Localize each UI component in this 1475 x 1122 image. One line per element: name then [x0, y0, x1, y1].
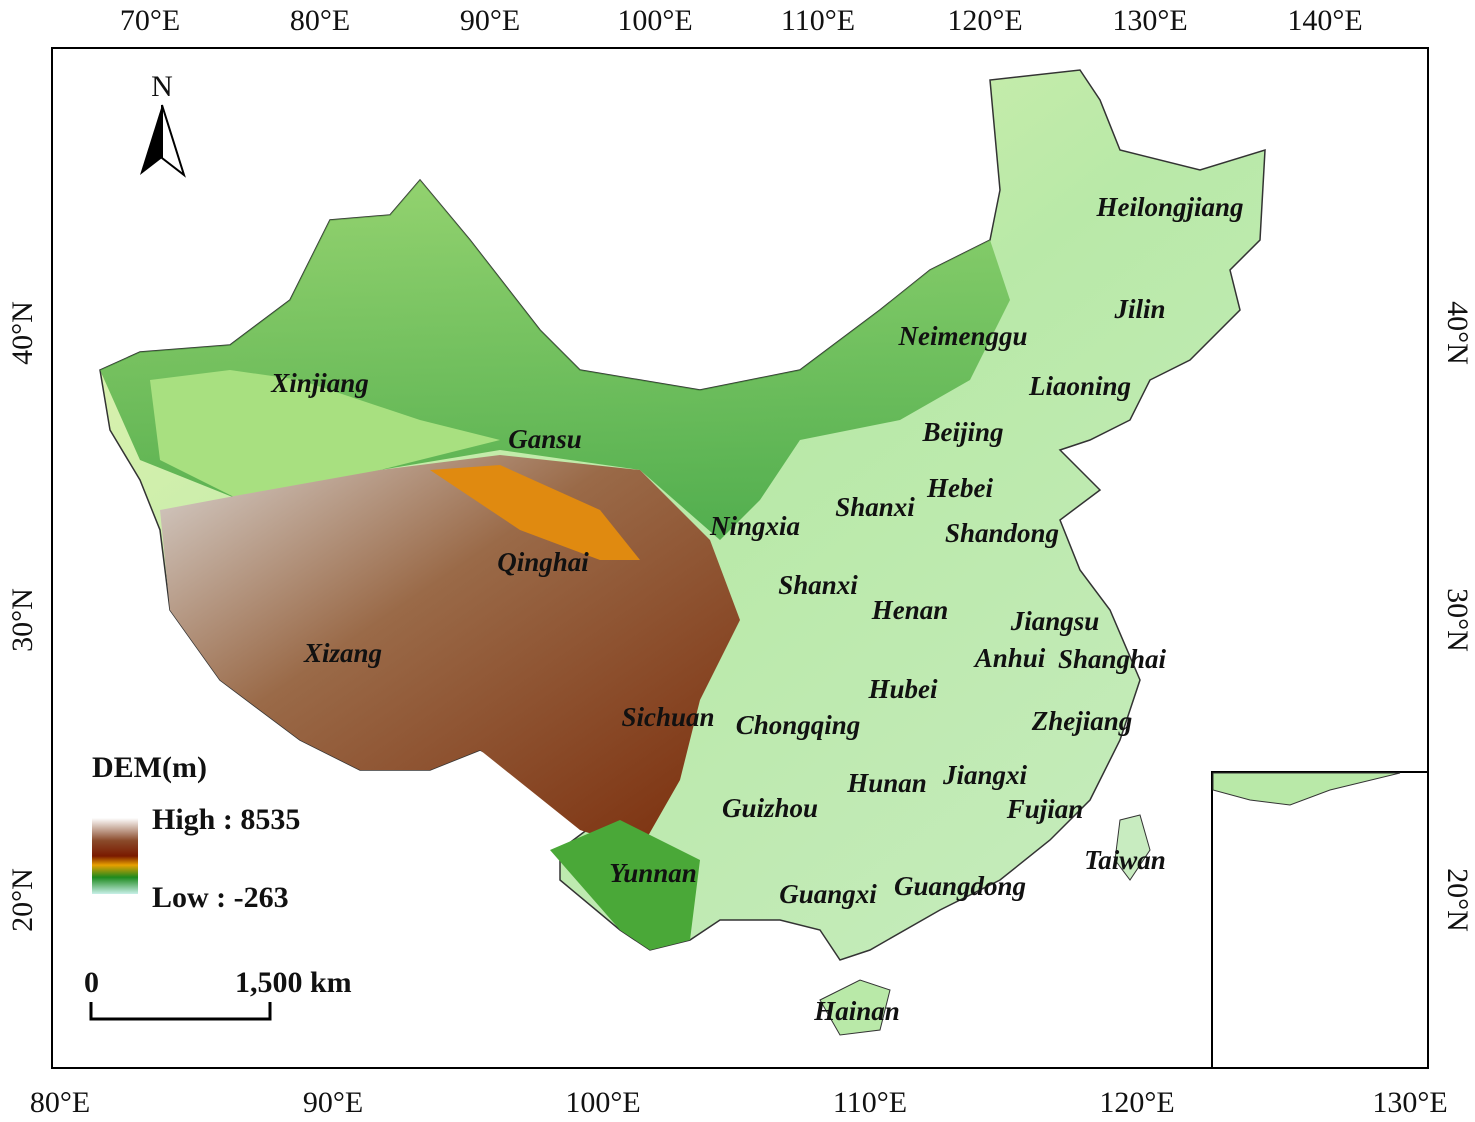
province-label: Hunan	[846, 768, 927, 798]
province-label: Shanghai	[1058, 644, 1167, 674]
right-axis-label: 30°N	[1441, 588, 1474, 652]
province-label: Hainan	[813, 996, 900, 1026]
legend-high: High : 8535	[152, 803, 300, 836]
province-label: Jiangxi	[942, 760, 1028, 790]
top-axis-label: 110°E	[781, 4, 855, 37]
province-label: Henan	[871, 595, 949, 625]
top-axis-label: 90°E	[460, 4, 520, 37]
right-axis-label: 20°N	[1441, 868, 1474, 932]
bottom-axis-label: 80°E	[30, 1086, 90, 1119]
province-label: Xizang	[303, 638, 382, 668]
province-label: Guizhou	[722, 793, 818, 823]
top-axis-label: 120°E	[947, 4, 1022, 37]
scale-end: 1,500 km	[235, 966, 352, 999]
province-label: Qinghai	[497, 547, 589, 577]
province-label: Beijing	[921, 417, 1003, 447]
province-label: Hebei	[926, 473, 993, 503]
province-label: Shanxi	[835, 492, 915, 522]
province-label: Guangxi	[779, 879, 877, 909]
taiwan-island	[1114, 814, 1151, 881]
legend-low: Low : -263	[152, 881, 289, 914]
province-label: Jiangsu	[1010, 606, 1100, 636]
province-label: Jilin	[1113, 294, 1165, 324]
legend-title: DEM(m)	[92, 751, 207, 784]
province-label: Gansu	[508, 424, 582, 454]
province-label: Guangdong	[894, 871, 1026, 901]
scale-bar	[89, 1002, 272, 1021]
right-axis-label: 40°N	[1441, 301, 1474, 365]
north-arrow	[161, 104, 186, 178]
bottom-axis-label: 100°E	[565, 1086, 640, 1119]
yunnan-south	[550, 820, 700, 950]
province-label: Anhui	[973, 643, 1046, 673]
bottom-axis-label: 120°E	[1099, 1086, 1174, 1119]
left-axis-label: 40°N	[6, 301, 39, 365]
top-axis-label: 80°E	[290, 4, 350, 37]
inset-frame	[1211, 771, 1429, 1069]
province-label: Sichuan	[621, 702, 714, 732]
tarim-basin	[150, 370, 500, 500]
province-label: Chongqing	[736, 710, 861, 740]
top-axis-label: 100°E	[617, 4, 692, 37]
left-axis-label: 30°N	[6, 588, 39, 652]
province-label: Hubei	[867, 674, 938, 704]
inset-land	[1212, 772, 1401, 806]
province-label: Xinjiang	[270, 368, 369, 398]
province-label: Taiwan	[1084, 845, 1166, 875]
bottom-axis-label: 130°E	[1372, 1086, 1447, 1119]
province-label: Fujian	[1006, 794, 1084, 824]
north-arrow	[140, 105, 162, 175]
north-label: N	[151, 70, 173, 103]
top-axis-label: 140°E	[1287, 4, 1362, 37]
province-label: Yunnan	[609, 858, 697, 888]
left-axis-label: 20°N	[6, 868, 39, 932]
province-label: Shandong	[945, 518, 1059, 548]
province-label: Zhejiang	[1031, 706, 1133, 736]
hainan-island	[819, 979, 891, 1036]
qaidam-basin	[430, 465, 640, 560]
scale-start: 0	[84, 966, 99, 999]
province-label: Ningxia	[709, 511, 800, 541]
bottom-axis-label: 110°E	[833, 1086, 907, 1119]
legend-ramp	[92, 818, 138, 894]
province-label: Liaoning	[1028, 371, 1131, 401]
top-axis-label: 130°E	[1112, 4, 1187, 37]
province-label: Shanxi	[778, 570, 858, 600]
top-axis-label: 70°E	[120, 4, 180, 37]
province-label: Heilongjiang	[1095, 192, 1243, 222]
province-label: Neimenggu	[897, 321, 1027, 351]
bottom-axis-label: 90°E	[303, 1086, 363, 1119]
